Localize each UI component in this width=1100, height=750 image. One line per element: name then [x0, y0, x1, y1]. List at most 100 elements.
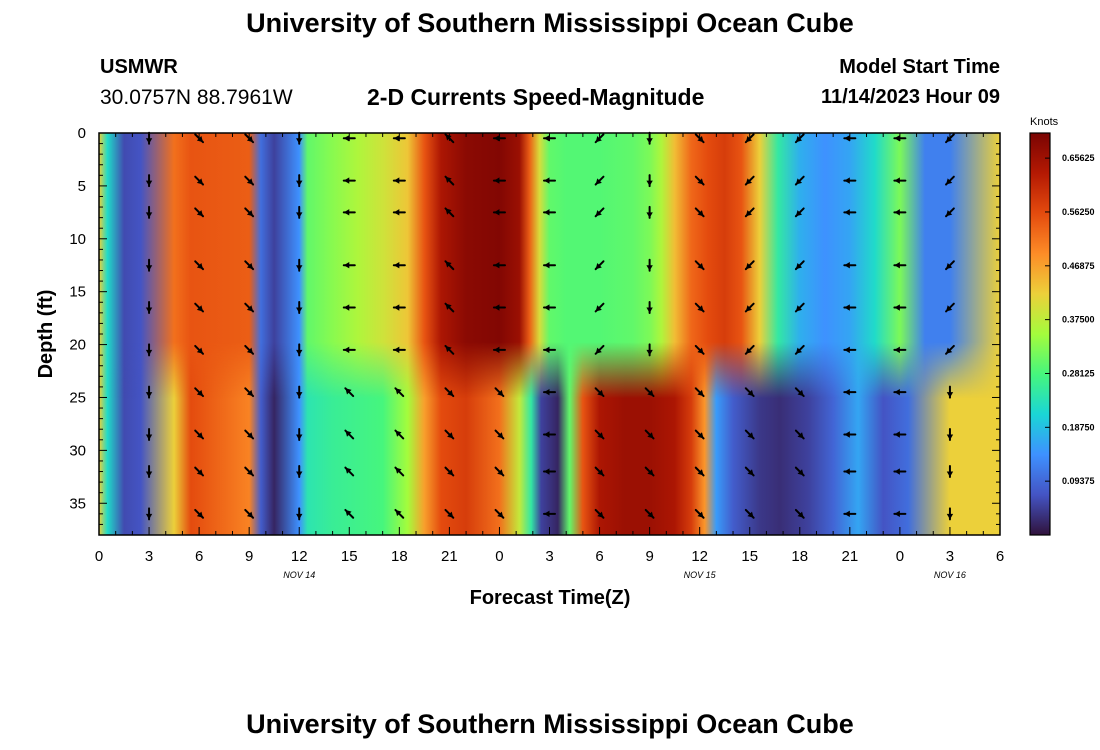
current-vector-head — [343, 346, 350, 354]
station-name: USMWR — [100, 56, 178, 78]
current-vector — [244, 175, 255, 186]
current-vector — [694, 344, 705, 355]
current-vector — [394, 429, 405, 440]
current-vector-head — [145, 392, 153, 398]
current-vector-head — [697, 347, 704, 354]
current-vector — [893, 177, 907, 184]
current-vector — [945, 260, 955, 271]
colorbar: Knots 0.09375 0.18750 0.28125 0.37500 0.4687… — [1029, 116, 1095, 536]
current-vector — [296, 428, 303, 441]
current-vector-head — [745, 347, 752, 354]
current-vector — [145, 465, 153, 479]
current-vector-head — [296, 138, 303, 144]
current-vector — [794, 207, 805, 218]
current-vector-head — [894, 431, 900, 438]
current-vector-head — [145, 180, 153, 187]
current-vector-head — [795, 347, 803, 354]
current-vector-head — [894, 209, 900, 216]
current-vector — [543, 177, 556, 184]
current-vector-head — [343, 177, 350, 184]
current-vector — [893, 431, 907, 438]
current-vector-head — [493, 262, 500, 269]
footer-title: University of Southern Mississippi Ocean… — [246, 709, 854, 739]
current-vector — [494, 387, 505, 398]
current-vector — [644, 466, 655, 477]
current-vector-head — [445, 134, 452, 141]
current-vector — [394, 508, 405, 519]
x-axis: 0 3 6 9 12 15 18 21 0 3 6 9 12 15 18 21 0 3 6 — [95, 133, 1004, 565]
current-vector — [244, 207, 255, 218]
current-vector-head — [345, 430, 352, 437]
current-vector — [194, 508, 205, 519]
current-vector — [145, 205, 153, 219]
current-vector — [543, 510, 556, 518]
current-vector-head — [844, 304, 850, 311]
current-vector-head — [497, 469, 504, 476]
current-vector — [342, 177, 356, 184]
x-tick-label: 15 — [741, 548, 758, 565]
current-vector-head — [844, 346, 850, 354]
current-vector-head — [393, 135, 400, 142]
y-tick-label: 35 — [69, 495, 86, 512]
current-vector-head — [246, 262, 254, 270]
current-vector — [594, 260, 605, 271]
current-vector-head — [844, 177, 850, 184]
current-vector-head — [544, 388, 550, 396]
current-vector-head — [345, 388, 352, 395]
y-tick-label: 0 — [78, 125, 86, 142]
current-vector-head — [296, 392, 303, 398]
x-tick-label: 3 — [545, 548, 553, 565]
current-vector-head — [946, 392, 954, 398]
current-vector-head — [946, 513, 954, 520]
current-vector — [244, 387, 255, 398]
current-vector — [694, 207, 705, 218]
current-vector — [296, 174, 303, 188]
current-vector — [543, 304, 556, 311]
current-vector-head — [745, 305, 752, 312]
current-vector-head — [145, 471, 153, 478]
current-vector — [594, 207, 605, 218]
x-tick-label: 15 — [341, 548, 358, 565]
current-vector — [296, 301, 303, 315]
current-vector — [794, 175, 805, 186]
current-vector-head — [894, 262, 900, 269]
current-vector — [145, 174, 153, 188]
current-vector — [543, 431, 556, 438]
current-vector-head — [697, 178, 704, 185]
product-name: 2-D Currents Speed-Magnitude — [367, 84, 705, 110]
current-vector — [444, 175, 455, 186]
current-vector — [492, 209, 506, 216]
current-vector — [843, 388, 857, 396]
current-vector-head — [745, 262, 752, 270]
current-vector-head — [196, 136, 204, 143]
current-vector — [744, 508, 755, 519]
current-vector — [444, 302, 455, 313]
current-vector — [694, 508, 705, 519]
current-vector — [145, 258, 153, 272]
current-vector-head — [196, 262, 204, 270]
current-vector-head — [393, 262, 400, 269]
current-vector — [893, 388, 907, 396]
current-vector — [893, 304, 907, 311]
current-vector-head — [894, 388, 900, 396]
x-tick-label: 21 — [841, 548, 858, 565]
current-vector — [444, 429, 455, 440]
current-vector — [194, 344, 205, 355]
colorbar-tick-label: 0.28125 — [1062, 368, 1095, 378]
current-vector-head — [343, 304, 350, 311]
current-vector-head — [647, 432, 654, 439]
current-vector-head — [797, 389, 804, 397]
current-vector — [392, 262, 406, 269]
current-vector — [296, 205, 303, 219]
current-vector-head — [145, 138, 153, 144]
current-vector — [843, 468, 857, 475]
current-vector-head — [595, 305, 602, 312]
current-vector-head — [493, 135, 500, 142]
current-vector — [946, 385, 954, 399]
x-tick-label: 18 — [391, 548, 408, 565]
current-vector — [394, 466, 405, 477]
current-vector-head — [544, 209, 550, 216]
y-axis-title: Depth (ft) — [35, 290, 57, 379]
current-vector-head — [647, 469, 654, 476]
current-vector-head — [395, 430, 402, 437]
